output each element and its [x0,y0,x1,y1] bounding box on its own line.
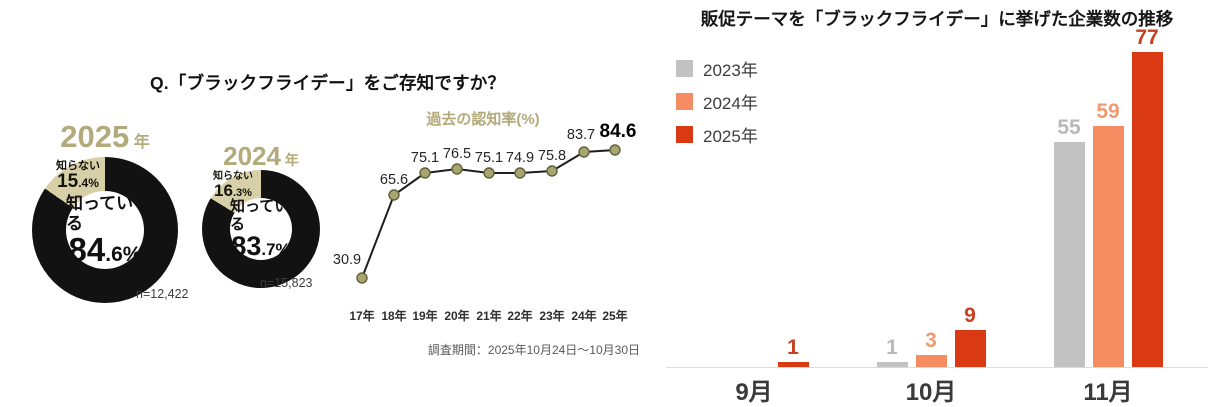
trend-value-label: 74.9 [506,150,534,166]
trend-point [356,272,368,284]
bar-value-label: 9 [964,304,976,327]
companies-chart-title: 販促テーマを「ブラックフライデー」に挙げた企業数の推移 [700,9,1174,29]
bar-2025年-11月: 77 [1131,26,1163,367]
trend-axis-label: 22年 [507,308,532,323]
legend-label: 2023年 [703,61,758,80]
bar-2025年-10月: 9 [954,304,986,367]
trend-point [451,163,463,175]
month-axis-label: 11月 [1083,379,1133,406]
bar-rect [1092,126,1124,367]
trend-axis-label: 25年 [602,308,627,323]
trend-point [546,165,558,177]
trend-axis-label: 20年 [444,308,469,323]
trend-value-label: 84.6 [600,121,637,142]
dontknow-slice-label: 知らない 15.4% [56,160,100,193]
legend-swatch-icon [676,93,693,110]
bar-2023年-11月: 55 [1053,116,1085,367]
trend-value-label: 75.1 [475,150,503,166]
month-axis-label: 10月 [905,379,957,406]
bar-2024年-10月: 3 [915,329,947,367]
bar-group-9月: 1 [697,337,811,367]
bar-rect [1053,142,1085,367]
bar-value-label: 1 [886,336,898,359]
trend-axis-label: 21年 [476,308,501,323]
bar-value-label: 3 [925,329,937,352]
trend-axis-label: 19年 [412,308,437,323]
bar-value-label: 77 [1135,26,1159,49]
bar-group-11月: 55 59 77 [1051,27,1165,367]
donut-year-label: 2024 年 [223,141,299,171]
trend-value-label: 30.9 [333,252,361,268]
trend-value-label: 65.6 [380,172,408,188]
trend-value-label: 75.1 [411,150,439,166]
bar-value-label: 59 [1096,100,1120,123]
bar-rect [876,362,908,367]
sample-size-label: n=15,823 [260,276,313,290]
sample-size-label: n=12,422 [136,287,189,301]
trend-point [419,167,431,179]
legend-label: 2024年 [703,94,758,113]
trend-point [483,167,495,179]
bar-2024年-11月: 59 [1092,100,1124,367]
legend-item: 2024年 [676,89,758,114]
donut-year-label: 2025 年 [60,119,150,154]
trend-point [388,189,400,201]
awareness-question-title: Q.「ブラックフライデー」をご存知ですか？ [150,73,506,93]
trend-chart-title: 過去の認知率(%) [426,111,540,128]
trend-point [609,144,621,156]
legend-label: 2025年 [703,127,758,146]
trend-point [578,146,590,158]
legend-item: 2025年 [676,122,758,147]
trend-value-label: 76.5 [443,146,471,162]
donut-center-label: 知っている 83.7% [230,198,292,261]
bar-rect [1131,52,1163,367]
trend-value-label: 83.7 [567,127,595,143]
trend-value-label: 75.8 [538,148,566,164]
trend-axis-label: 24年 [571,308,596,323]
bar-rect [777,362,809,367]
legend-swatch-icon [676,126,693,143]
trend-point [514,167,526,179]
survey-period-note: 調査期間：2025年10月24日～10月30日 [427,343,640,357]
bar-2025年-9月: 1 [777,336,809,367]
legend-swatch-icon [676,60,693,77]
dontknow-slice-label: 知らない 16.3% [213,171,253,200]
month-axis-label: 9月 [735,379,773,406]
bar-value-label: 55 [1057,116,1081,139]
trend-axis-label: 18年 [381,308,406,323]
bar-value-label: 1 [787,336,799,359]
awareness-donut-2025: 知らない 15.4% 知っている 84.6% [32,157,178,303]
legend-item: 2023年 [676,56,758,81]
trend-axis-label: 23年 [539,308,564,323]
bar-rect [915,355,947,367]
donut-center-label: 知っている 84.6% [66,191,144,269]
trend-axis-label: 17年 [349,308,374,323]
bar-2023年-10月: 1 [876,336,908,367]
awareness-donut-2024: 知らない 16.3% 知っている 83.7% [202,170,320,288]
bar-chart-legend: 2023年 2024年 2025年 [676,56,758,155]
bar-rect [954,330,986,367]
bar-group-10月: 1 3 9 [874,305,988,367]
bar-chart-baseline [666,367,1208,368]
